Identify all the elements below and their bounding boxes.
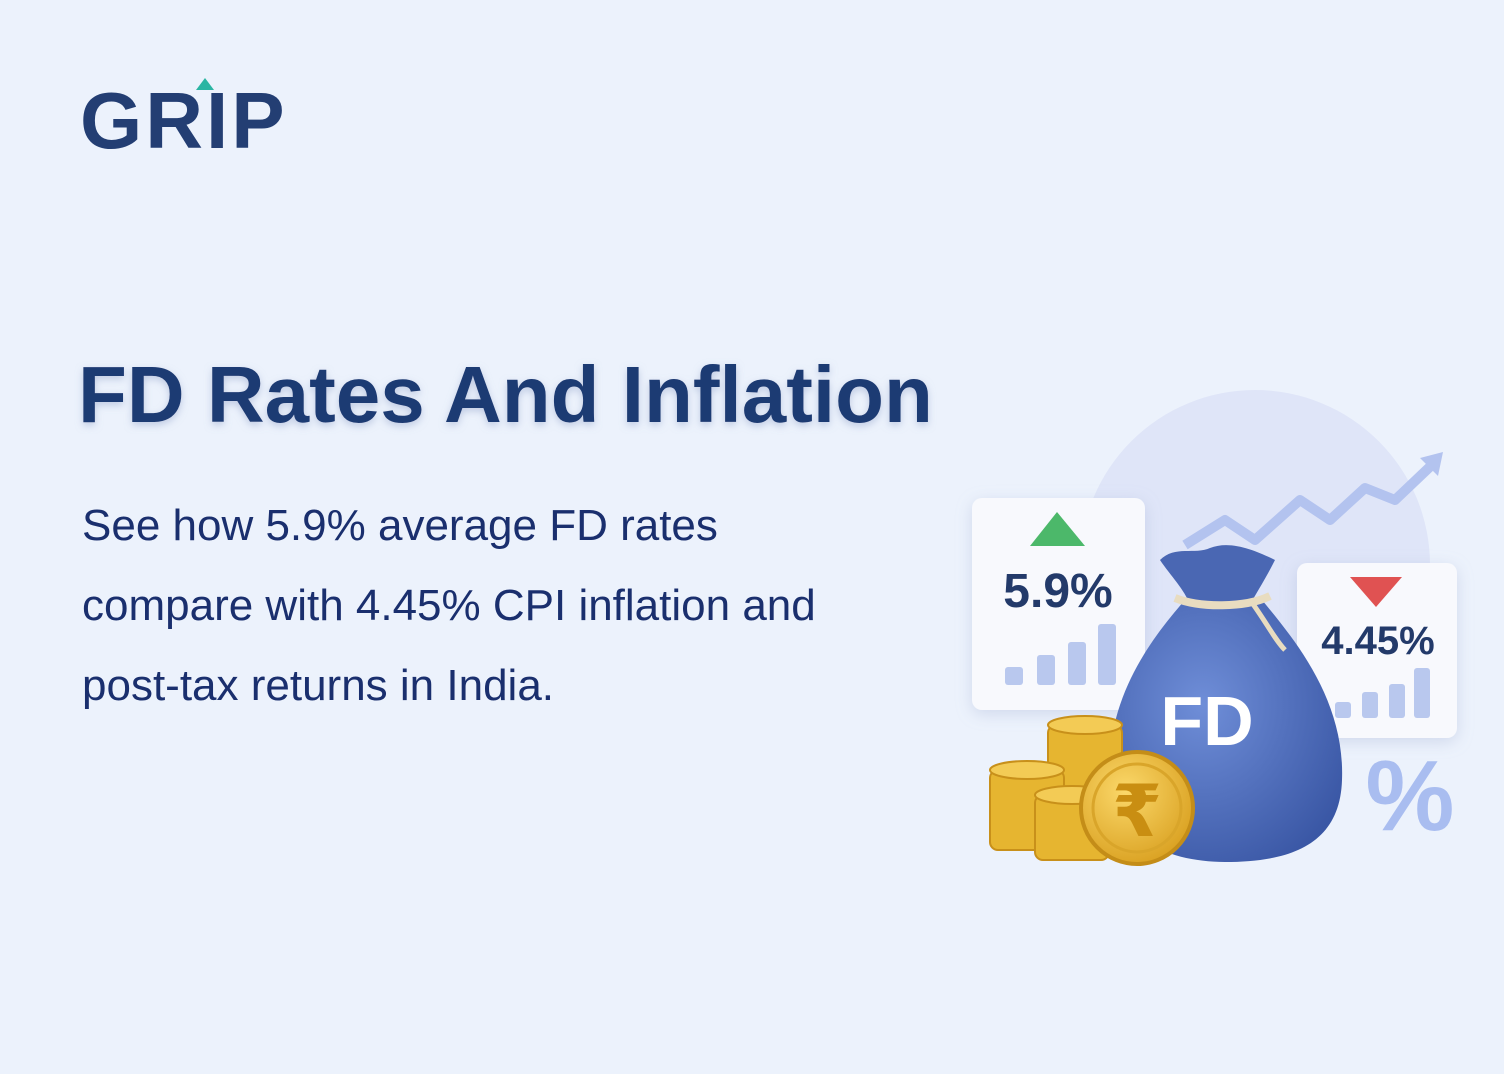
logo: GRIP <box>80 76 288 165</box>
logo-arrow <box>196 78 214 90</box>
description-line: post-tax returns in India. <box>82 661 554 710</box>
description-line: compare with 4.45% CPI inflation and <box>82 581 816 630</box>
bag-neck <box>1160 545 1275 605</box>
bag-label: FD <box>1160 682 1253 760</box>
illustration: 5.9% 4.45% % FD ₹ <box>972 390 1457 866</box>
coin-top <box>1047 715 1123 735</box>
card-bar <box>1414 668 1430 718</box>
rupee-coin-rim <box>1091 762 1183 854</box>
title: FD Rates And Inflation <box>78 350 933 439</box>
card-bar <box>1098 624 1116 685</box>
coin-symbol: ₹ <box>1112 769 1162 853</box>
card-bar <box>1389 684 1405 718</box>
coin-top <box>989 760 1065 780</box>
rupee-coin <box>1079 750 1195 866</box>
card-bar <box>1335 702 1351 718</box>
fd-rate: 5.9% <box>1003 565 1112 618</box>
card-bar <box>1005 667 1023 685</box>
trend-arrow <box>1420 452 1443 476</box>
card-bar <box>1068 642 1086 685</box>
card-bar <box>1037 655 1055 685</box>
card-bar <box>1362 692 1378 718</box>
description-line: See how 5.9% average FD rates <box>82 501 718 550</box>
up-arrow <box>1030 512 1085 546</box>
percent-symbol: % <box>1366 740 1455 852</box>
bag-rope-end <box>1247 598 1287 652</box>
trend-line <box>1182 458 1439 550</box>
down-arrow <box>1350 577 1402 607</box>
inflation-rate: 4.45% <box>1321 619 1434 663</box>
bag-rope <box>1173 592 1272 610</box>
